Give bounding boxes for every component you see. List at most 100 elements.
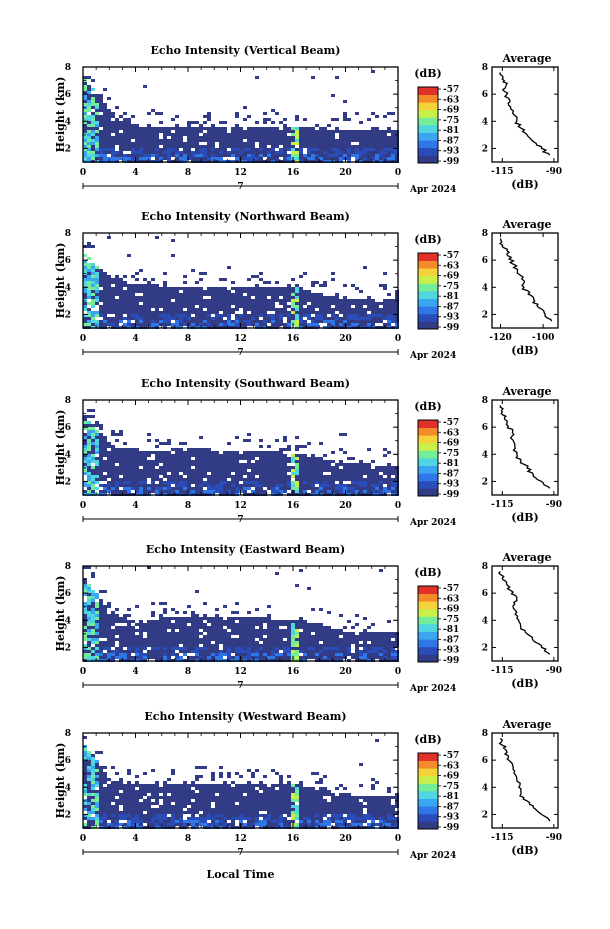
heatmap-cell (391, 635, 395, 638)
heatmap-cell (299, 617, 303, 620)
heatmap-cell (179, 139, 183, 142)
heatmap-cell (359, 638, 363, 641)
heatmap-cell (247, 133, 251, 136)
heatmap-cell (195, 314, 199, 317)
heatmap-cell (279, 142, 283, 145)
heatmap-cell (375, 145, 379, 148)
heatmap-cell (179, 641, 183, 644)
heatmap-cell (107, 281, 111, 284)
heatmap-cell (299, 154, 303, 157)
heatmap-cell (175, 469, 179, 472)
heatmap-cell (195, 469, 199, 472)
heatmap-cell (87, 454, 91, 457)
heatmap-cell (131, 127, 135, 130)
heatmap-cell (211, 463, 215, 466)
heatmap-cell (131, 275, 135, 278)
heatmap-cell (143, 127, 147, 130)
heatmap-cell (139, 148, 143, 151)
heatmap-cell (119, 650, 123, 653)
heatmap-cell (91, 424, 95, 427)
heatmap-cell (83, 421, 87, 424)
heatmap-cell (219, 320, 223, 323)
heatmap-cell (107, 472, 111, 475)
heatmap-cell (199, 463, 203, 466)
heatmap-cell (259, 308, 263, 311)
heatmap-cell (267, 617, 271, 620)
echo-panel-4: Echo Intensity (Eastward Beam)2468Height… (54, 543, 562, 694)
heatmap-cell (395, 323, 399, 326)
heatmap-cell (331, 278, 335, 281)
heatmap-cell (259, 472, 263, 475)
heatmap-cell (191, 623, 195, 626)
heatmap-cell (323, 653, 327, 656)
heatmap-cell (163, 635, 167, 638)
heatmap-cell (279, 656, 283, 659)
heatmap-cell (83, 130, 87, 133)
heatmap-cell (223, 490, 227, 493)
heatmap-cell (91, 154, 95, 157)
heatmap-cell (251, 302, 255, 305)
heatmap-cell (339, 490, 343, 493)
heatmap-cell (275, 481, 279, 484)
profile-y-tick-label: 8 (482, 562, 488, 572)
heatmap-cell (91, 290, 95, 293)
heatmap-cell (387, 157, 391, 160)
heatmap-cell (343, 142, 347, 145)
heatmap-cell (175, 457, 179, 460)
heatmap-cell (331, 629, 335, 632)
heatmap-cell (107, 97, 111, 100)
heatmap-cell (207, 632, 211, 635)
colorbar-swatch (418, 147, 438, 156)
heatmap-cell (163, 296, 167, 299)
heatmap-cell (115, 650, 119, 653)
heatmap-cell (127, 623, 131, 626)
heatmap-cell (163, 127, 167, 130)
heatmap-cell (367, 463, 371, 466)
heatmap-cell (339, 320, 343, 323)
heatmap-cell (199, 302, 203, 305)
heatmap-cell (135, 151, 139, 154)
heatmap-cell (247, 136, 251, 139)
heatmap-cell (159, 112, 163, 115)
heatmap-cell (191, 136, 195, 139)
heatmap-cell (91, 487, 95, 490)
heatmap-cell (175, 463, 179, 466)
heatmap-cell (167, 454, 171, 457)
heatmap-cell (151, 311, 155, 314)
heatmap-cell (307, 133, 311, 136)
heatmap-cell (163, 133, 167, 136)
heatmap-cell (91, 278, 95, 281)
heatmap-cell (215, 487, 219, 490)
heatmap-cell (119, 647, 123, 650)
heatmap-cell (159, 154, 163, 157)
heatmap-cell (259, 653, 263, 656)
heatmap-cells (83, 566, 399, 662)
heatmap-cell (155, 145, 159, 148)
heatmap-cell (331, 451, 335, 454)
heatmap-cell (287, 484, 291, 487)
colorbar-tick-label: -57 (443, 584, 459, 594)
heatmap-cell (279, 632, 283, 635)
heatmap-cell (295, 115, 299, 118)
heatmap-cell (159, 626, 163, 629)
heatmap-cell (347, 650, 351, 653)
heatmap-cell (275, 653, 279, 656)
profile-y-tick-label: 4 (482, 283, 488, 293)
heatmap-cell (99, 121, 103, 124)
heatmap-cell (271, 121, 275, 124)
heatmap-cell (203, 127, 207, 130)
heatmap-cell (139, 133, 143, 136)
heatmap-cell (379, 142, 383, 145)
heatmap-cell (87, 323, 91, 326)
heatmap-cell (275, 320, 279, 323)
heatmap-cell (171, 142, 175, 145)
heatmap-cell (363, 142, 367, 145)
heatmap-cell (331, 481, 335, 484)
heatmap-cell (119, 305, 123, 308)
heatmap-cell (223, 460, 227, 463)
day-label: 7 (237, 515, 243, 525)
heatmap-cell (259, 626, 263, 629)
heatmap-cell (347, 136, 351, 139)
heatmap-cell (179, 620, 183, 623)
heatmap-cell (387, 475, 391, 478)
